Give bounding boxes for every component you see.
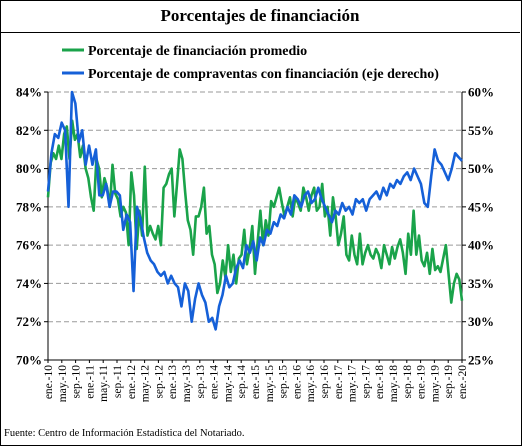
x-tick-label: may.-16 [305, 365, 317, 403]
legend-label-1: Porcentaje de financiación promedio [88, 44, 307, 59]
x-tick-label: ene.-11 [84, 365, 96, 399]
x-tick-label: may.-17 [347, 365, 359, 403]
y-right-tick-label: 55% [468, 123, 494, 138]
series-lines [46, 90, 464, 331]
series-line-2 [46, 90, 463, 331]
y-axis-right: 25% 30% 35% 40% 45% 50% 55% 60% [462, 85, 494, 368]
x-axis: ene.-10 may.-10 sep.-10 ene.-11 may.-11 sep.-… [43, 360, 469, 402]
y-axis-left: 70% 72% 74% 76% 78% 80% 82% 84% [16, 85, 48, 368]
x-tick-label: sep.-13 [195, 365, 207, 399]
x-tick-label: may.-12 [140, 365, 152, 403]
source-note: Fuente: Centro de Información Estadístic… [4, 428, 245, 439]
x-tick-label: sep.-19 [443, 365, 455, 399]
x-tick-label: ene.-10 [43, 365, 55, 399]
x-tick-label: ene.-14 [209, 365, 221, 399]
x-tick-label: sep.-12 [153, 365, 165, 399]
x-tick-label: ene.-13 [167, 365, 179, 399]
x-tick-label: ene.-16 [291, 365, 303, 399]
y-left-tick-label: 76% [16, 238, 42, 253]
x-tick-label: sep.-10 [71, 365, 83, 399]
legend-label-2: Porcentaje de compraventas con financiac… [88, 67, 439, 82]
chart-title: Porcentajes de financiación [160, 6, 360, 25]
x-tick-label: ene.-18 [374, 365, 386, 399]
x-tick-label: may.-13 [181, 365, 193, 403]
y-left-tick-label: 72% [16, 314, 42, 329]
gridlines [47, 91, 463, 361]
x-tick-label: may.-19 [429, 365, 441, 403]
y-right-tick-label: 35% [468, 276, 494, 291]
x-tick-label: ene.-15 [250, 365, 262, 399]
x-tick-label: sep.-15 [278, 365, 290, 399]
y-right-tick-label: 50% [468, 161, 494, 176]
chart-title-bar: Porcentajes de financiación [0, 0, 520, 33]
x-tick-label: may.-15 [264, 365, 276, 403]
x-tick-label: sep.-14 [236, 365, 248, 399]
y-left-tick-label: 84% [16, 85, 42, 100]
y-right-tick-label: 45% [468, 199, 494, 214]
y-right-tick-label: 25% [468, 353, 494, 368]
x-tick-label: may.-18 [388, 365, 400, 403]
y-left-tick-label: 82% [16, 123, 42, 138]
legend: Porcentaje de financiación promedio Porce… [62, 44, 439, 82]
x-tick-label: sep.-18 [402, 365, 414, 399]
x-tick-label: ene.-17 [333, 365, 345, 399]
x-tick-label: ene.-20 [457, 365, 469, 399]
y-right-tick-label: 40% [468, 238, 494, 253]
y-left-tick-label: 78% [16, 199, 42, 214]
y-left-tick-label: 80% [16, 161, 42, 176]
y-right-tick-label: 60% [468, 85, 494, 100]
y-left-tick-label: 74% [16, 276, 42, 291]
y-right-tick-label: 30% [468, 314, 494, 329]
x-tick-label: ene.-12 [126, 365, 138, 399]
series-line-1 [46, 119, 464, 304]
x-tick-label: may.-10 [57, 365, 69, 403]
x-tick-label: sep.-16 [319, 365, 331, 399]
x-tick-label: sep.-11 [112, 365, 124, 398]
x-tick-label: may.-11 [98, 365, 110, 402]
x-tick-label: sep.-17 [360, 365, 372, 399]
x-tick-label: may.-14 [222, 365, 234, 403]
x-tick-label: ene.-19 [416, 365, 428, 399]
y-left-tick-label: 70% [16, 353, 42, 368]
